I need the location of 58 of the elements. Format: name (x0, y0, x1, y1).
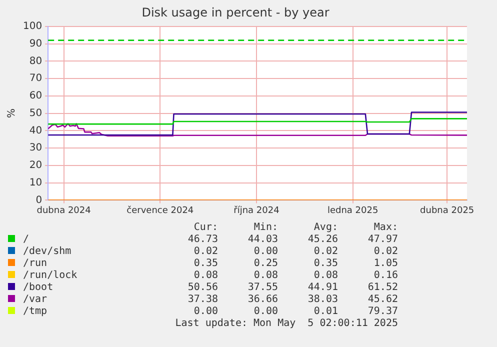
text: 0.00 (192, 306, 218, 318)
y-tick-label: 10 (29, 177, 42, 188)
text: 0.08 (312, 270, 338, 282)
text: 36.66 (246, 294, 278, 306)
text: 0.01 (312, 306, 338, 318)
x-tick-label: dubna 2025 (420, 206, 474, 216)
text: 47.97 (366, 234, 398, 246)
y-tick-label: 90 (29, 38, 42, 50)
text: Cur: (192, 222, 218, 234)
text: 46.73 (186, 234, 218, 246)
y-tick-label: 50 (29, 108, 42, 119)
y-tick-label: 100 (22, 20, 42, 32)
y-tick-label: 20 (29, 160, 42, 172)
text: 0.02 (372, 246, 398, 258)
text: 50.56 (186, 282, 218, 294)
x-tick-label: dubna 2024 (36, 206, 92, 216)
text: 38.03 (306, 294, 338, 306)
text: 37.38 (186, 294, 218, 306)
legend-label: /dev/shm (22, 246, 72, 258)
y-tick-label: 30 (29, 142, 42, 154)
y-tick-label: 70 (29, 73, 42, 84)
text: 44.03 (246, 234, 278, 246)
text: Last update: Mon May 5 02:00:11 2025 (174, 318, 398, 330)
text: 44.91 (306, 282, 338, 294)
legend-label: /run (22, 258, 48, 270)
y-tick-label: 0 (36, 194, 42, 206)
text: 0.00 (252, 306, 278, 318)
chart-title: Disk usage in percent - by year (142, 5, 330, 20)
text: 0.02 (312, 246, 338, 258)
legend-label: /tmp (22, 306, 48, 318)
x-tick-label: října 2024 (234, 204, 280, 216)
y-tick-label: 60 (29, 90, 42, 102)
y-tick-label: 80 (29, 56, 42, 67)
x-tick-label: července 2024 (126, 204, 194, 216)
text: 45.62 (366, 294, 398, 306)
text: Min: (252, 222, 278, 234)
text: Avg: (312, 222, 338, 234)
legend-label: /boot (22, 282, 54, 294)
text: 37.55 (246, 282, 278, 294)
x-tick-label: ledna 2025 (327, 206, 378, 216)
text: 0.35 (192, 258, 218, 270)
text: 0.08 (252, 270, 278, 282)
text: 0.35 (312, 258, 338, 270)
text: 61.52 (366, 282, 398, 294)
text: 0.02 (192, 246, 218, 258)
text: 0.00 (252, 246, 278, 258)
text: 0.16 (372, 270, 398, 282)
y-tick-label: 40 (29, 125, 42, 136)
text: 45.26 (306, 234, 338, 246)
text: 79.37 (366, 306, 398, 318)
legend-label: /var (22, 294, 48, 306)
legend-label: / (22, 234, 30, 246)
legend-label: /run/lock (22, 270, 78, 282)
text: 1.05 (372, 258, 398, 270)
text: Max: (372, 222, 398, 234)
text: 0.08 (192, 270, 218, 282)
y-axis-title: % (6, 108, 18, 118)
text: 0.25 (252, 258, 278, 270)
